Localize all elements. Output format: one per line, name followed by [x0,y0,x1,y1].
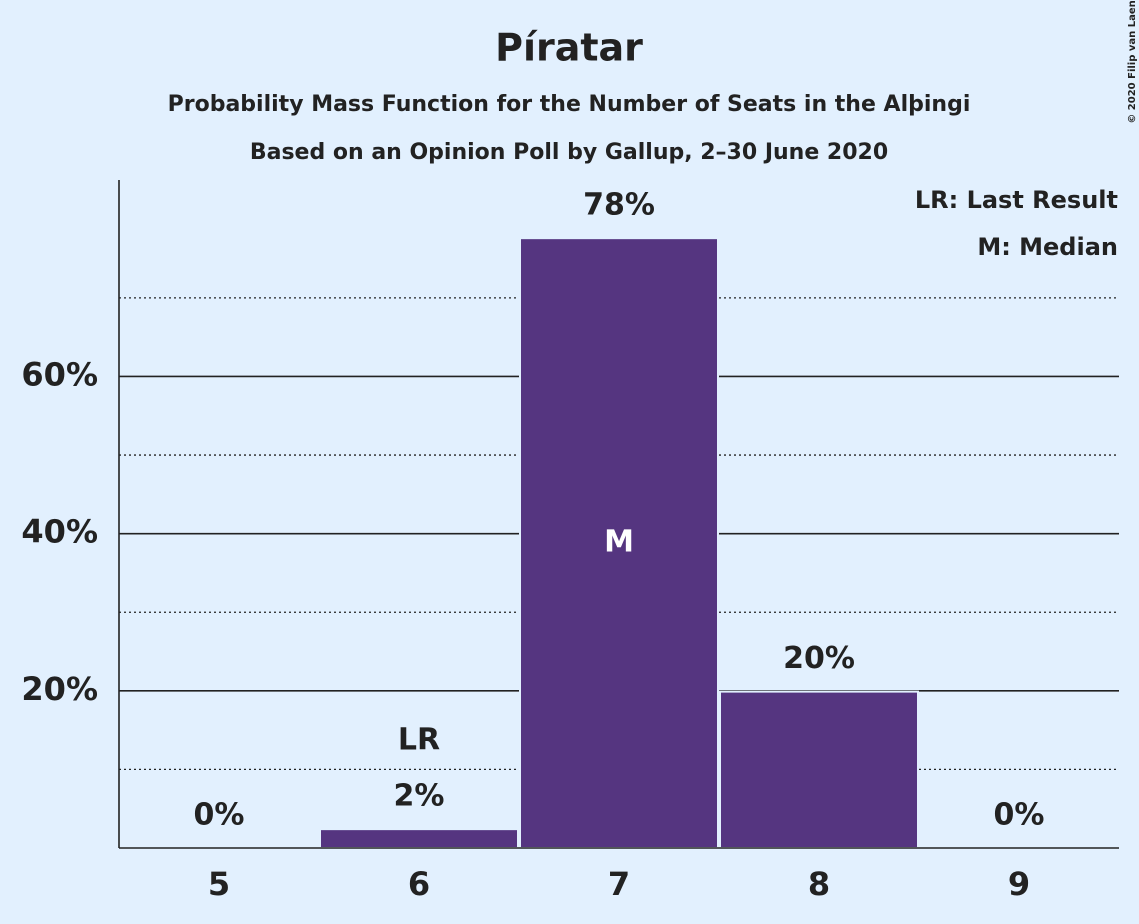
value-label: 2% [394,779,445,814]
y-tick-label: 60% [21,355,98,393]
x-tick-label: 6 [408,865,430,903]
y-tick-label: 40% [21,513,98,551]
value-label: 20% [783,641,855,676]
bar [719,690,919,850]
bar-annotation: M [604,525,634,560]
chart-title: Píratar [495,26,643,70]
x-tick-label: 5 [208,865,230,903]
legend-entry: LR: Last Result [915,186,1118,214]
copyright: © 2020 Filip van Laenen [1127,0,1138,124]
value-label: 0% [994,798,1045,833]
legend-entry: M: Median [977,233,1118,261]
chart-subtitle: Based on an Opinion Poll by Gallup, 2–30… [250,140,888,165]
x-tick-label: 7 [608,865,630,903]
bar [319,828,519,849]
bar-annotation: LR [398,723,440,758]
bar [519,237,719,850]
value-label: 78% [583,188,655,223]
value-label: 0% [194,798,245,833]
x-tick-label: 9 [1008,865,1030,903]
chart-subtitle: Probability Mass Function for the Number… [168,92,971,117]
y-tick-label: 20% [21,670,98,708]
x-tick-label: 8 [808,865,830,903]
